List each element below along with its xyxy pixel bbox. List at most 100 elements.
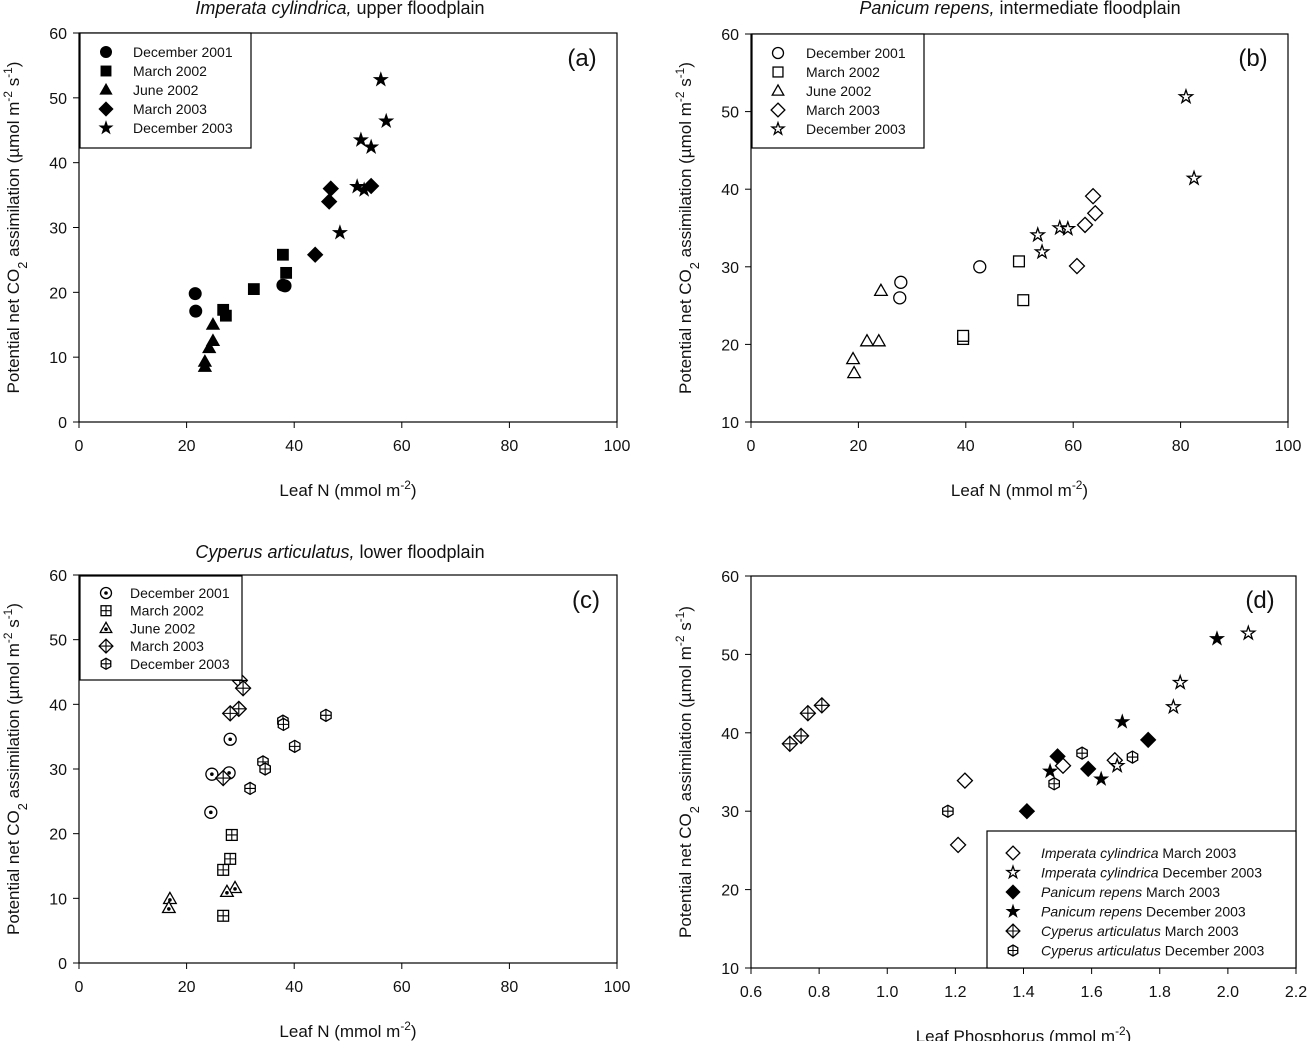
- marker-shape: [770, 102, 786, 118]
- x-axis-label: Leaf Phosphorus (mmol m-2): [916, 1024, 1132, 1041]
- legend-name: Imperata cylindrica: [1041, 865, 1159, 881]
- marker-shape: [98, 120, 114, 135]
- marker-shape: [306, 246, 324, 263]
- star-marker: [1005, 864, 1021, 880]
- diamond-cross-marker: [813, 696, 831, 714]
- marker-shape: [227, 880, 243, 894]
- diamond-marker: [1005, 845, 1021, 861]
- legend-name: March 2003: [133, 101, 207, 117]
- star-marker: [1033, 243, 1051, 260]
- marker-dot: [209, 810, 213, 815]
- x-tick-label: 100: [604, 979, 631, 996]
- marker-shape: [322, 180, 339, 197]
- legend-entry: March 2003: [130, 638, 204, 654]
- star-marker: [98, 120, 114, 135]
- marker-cross: [320, 709, 332, 721]
- series-4: [781, 696, 831, 753]
- text-part: upper floodplain: [351, 0, 484, 18]
- legend-entry: March 2003: [133, 101, 207, 117]
- triangle-dot-marker: [162, 891, 178, 905]
- marker-shape: [1051, 219, 1069, 236]
- star-marker: [372, 71, 389, 87]
- marker-cross: [99, 639, 113, 653]
- diamond-marker: [1139, 731, 1157, 749]
- text-part: assimilation (µmol m: [4, 102, 23, 262]
- legend-suffix: March 2003: [1142, 884, 1220, 900]
- marker-shape: [372, 71, 389, 87]
- star-marker: [1185, 169, 1203, 186]
- text-part: Potential net CO: [676, 813, 695, 938]
- y-tick-label: 20: [49, 827, 67, 844]
- marker-cross: [244, 783, 256, 794]
- marker-shape: [772, 66, 784, 78]
- marker-shape: [1076, 216, 1094, 234]
- marker-shape: [956, 772, 974, 790]
- series-4: [331, 71, 395, 240]
- circle-marker: [189, 304, 203, 318]
- marker-shape: [1005, 845, 1021, 861]
- x-tick-label: 60: [1064, 438, 1082, 455]
- text-part: s: [676, 622, 695, 635]
- legend-entry: March 2002: [130, 603, 204, 619]
- text-part: s: [676, 78, 695, 91]
- marker-cross: [235, 680, 251, 696]
- marker-shape: [1029, 226, 1047, 243]
- text-part: 2: [15, 803, 30, 810]
- marker-shape: [873, 282, 889, 297]
- legend-entry: June 2002: [806, 83, 872, 99]
- marker-dot: [225, 890, 229, 895]
- x-tick-label: 1.6: [1081, 984, 1103, 1001]
- x-tick-label: 0: [75, 438, 84, 455]
- legend-suffix: March 2003: [1159, 845, 1237, 861]
- diamond-cross-marker: [781, 735, 799, 753]
- legend-entry: March 2002: [133, 63, 207, 79]
- text-part: Potential net CO: [4, 810, 23, 935]
- triangle-dot-marker: [161, 900, 177, 914]
- marker-shape: [1185, 169, 1203, 186]
- x-tick-label: 20: [178, 438, 196, 455]
- triangle-dot-marker: [99, 621, 113, 634]
- marker-shape: [331, 224, 348, 240]
- y-tick-label: 30: [49, 221, 67, 238]
- legend-entry: Imperata cylindrica December 2003: [1041, 865, 1262, 881]
- marker-shape: [161, 900, 177, 914]
- triangle-marker: [859, 333, 875, 347]
- circle-dot-marker: [205, 767, 219, 781]
- legend-name: Panicum repens: [1041, 904, 1142, 920]
- diamond-cross-marker: [234, 679, 252, 697]
- legend-suffix: December 2003: [1159, 865, 1263, 881]
- marker-shape: [378, 112, 395, 129]
- legend-name: December 2001: [806, 45, 906, 61]
- x-axis-label: Leaf N (mmol m-2): [279, 1019, 416, 1041]
- legend-entry: December 2003: [130, 656, 230, 672]
- circle-dot-marker: [223, 732, 237, 746]
- star-marker: [378, 112, 395, 129]
- marker-cross: [101, 605, 111, 616]
- marker-shape: [202, 340, 217, 354]
- panel-title: Panicum repens, intermediate floodplain: [859, 0, 1180, 18]
- marker-shape: [846, 365, 862, 379]
- series-2: [161, 880, 243, 914]
- diamond-marker: [1005, 884, 1021, 900]
- marker-shape: [219, 883, 235, 898]
- star-marker: [1059, 219, 1077, 237]
- x-tick-label: 0.8: [808, 984, 830, 1001]
- marker-cross: [793, 728, 809, 744]
- x-tick-label: 40: [957, 438, 975, 455]
- circle-marker: [188, 287, 202, 301]
- text-part: ): [1126, 1027, 1132, 1041]
- y-tick-label: 60: [721, 27, 739, 44]
- legend-name: March 2003: [806, 102, 880, 118]
- x-tick-label: 60: [393, 438, 411, 455]
- diamond-marker: [1084, 187, 1102, 205]
- y-tick-label: 30: [49, 762, 67, 779]
- marker-shape: [893, 291, 907, 305]
- text-part: 2: [687, 806, 702, 813]
- marker-shape: [352, 131, 369, 147]
- x-tick-label: 40: [285, 438, 303, 455]
- x-tick-label: 1.8: [1149, 984, 1171, 1001]
- text-part: Leaf N (mmol m: [279, 1022, 400, 1041]
